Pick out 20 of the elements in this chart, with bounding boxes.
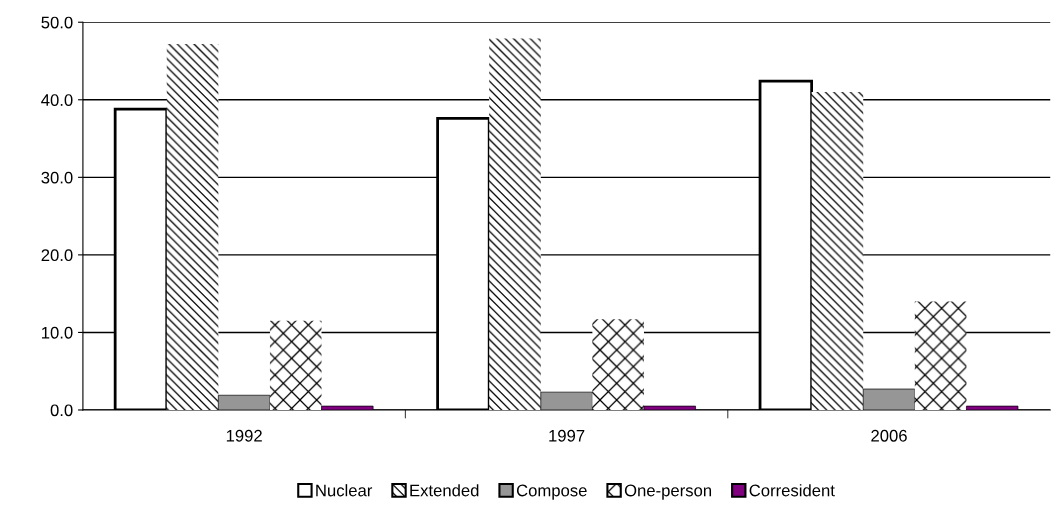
legend-label: Nuclear (316, 484, 373, 497)
legend-label: Corresident (749, 484, 835, 497)
bar (914, 301, 967, 410)
x-tick-label: 1997 (549, 429, 585, 442)
legend-label: One-person (624, 484, 712, 500)
bar (269, 320, 322, 410)
x-tick-label: 2006 (871, 429, 907, 442)
x-tick-label: 1992 (226, 429, 262, 442)
y-tick-label: 50.0 (41, 16, 73, 29)
y-tick-label: 10.0 (42, 326, 73, 339)
bar (489, 38, 541, 410)
y-tick-label: 30.0 (41, 171, 73, 184)
y-tick-label: 0.0 (50, 404, 73, 417)
y-tick-label: 20.0 (41, 249, 73, 262)
bar (592, 319, 644, 410)
legend-label: Compose (516, 484, 587, 500)
y-tick-label: 40.0 (41, 94, 73, 106)
bar (811, 92, 864, 410)
legend-label: Extended (410, 484, 479, 497)
bar (166, 43, 219, 410)
